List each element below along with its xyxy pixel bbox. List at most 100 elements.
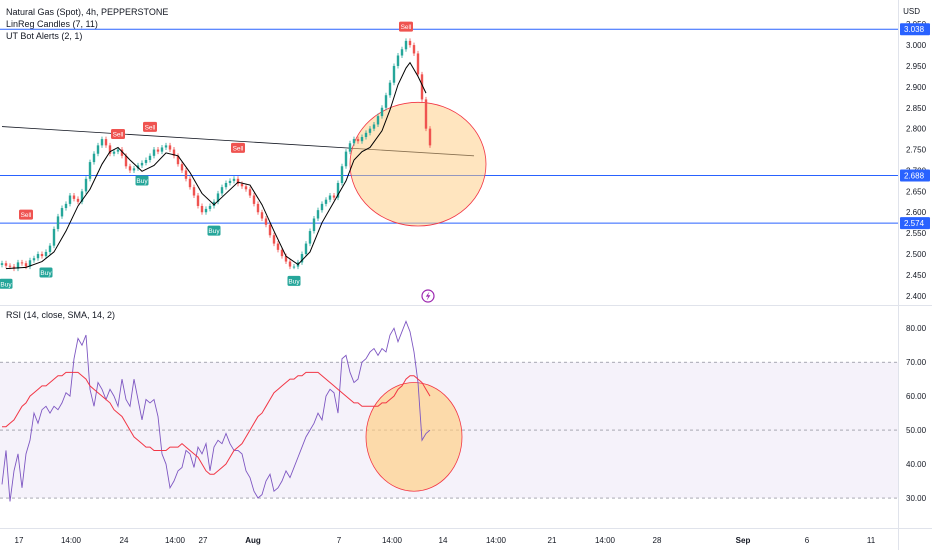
candle-body xyxy=(388,82,392,96)
candle-body xyxy=(336,182,340,198)
candle-body xyxy=(200,205,204,213)
candle-body xyxy=(24,263,28,267)
rsi-tick-label: 50.00 xyxy=(906,426,927,435)
price-tick-label: 2.800 xyxy=(906,125,927,134)
rsi-tick-label: 60.00 xyxy=(906,392,927,401)
candle-body xyxy=(148,155,152,160)
candle-body xyxy=(156,149,160,152)
symbol-title[interactable]: Natural Gas (Spot), 4h, PEPPERSTONE xyxy=(6,7,169,17)
time-axis-label: 21 xyxy=(548,536,557,545)
candle-body xyxy=(68,195,72,204)
price-tick-label: 2.750 xyxy=(906,146,927,155)
time-axis-label: 6 xyxy=(805,536,810,545)
candle-body xyxy=(44,251,48,257)
time-axis-label: 14:00 xyxy=(486,536,507,545)
candle-body xyxy=(280,249,284,257)
rsi-ma-line xyxy=(2,371,431,475)
time-axis-label: Aug xyxy=(245,536,261,545)
candle-body xyxy=(112,151,116,154)
candle-body xyxy=(72,195,76,199)
sell-signal-box xyxy=(231,142,245,153)
sell-signal-box xyxy=(19,209,33,220)
candle-body xyxy=(216,193,220,202)
rsi-tick-label: 30.00 xyxy=(906,494,927,503)
candle-body xyxy=(92,153,96,163)
candle-body xyxy=(76,198,80,202)
candle-body xyxy=(192,187,196,196)
candle-body xyxy=(308,231,312,244)
candle-body xyxy=(412,45,416,54)
candle-body xyxy=(272,235,276,244)
candle-body xyxy=(244,186,248,190)
candle-body xyxy=(36,254,40,259)
alert-lightning-icon[interactable] xyxy=(421,289,435,303)
candle-body xyxy=(64,203,68,209)
candle-body xyxy=(96,145,100,154)
candle-body xyxy=(376,116,380,125)
price-tick-label: 2.900 xyxy=(906,83,927,92)
candle-body xyxy=(368,128,372,133)
buy-signal-label: Buy xyxy=(0,281,12,288)
candle-body xyxy=(276,243,280,250)
highlight-circle-price xyxy=(349,101,487,227)
candle-body xyxy=(172,149,176,156)
time-axis-label: Sep xyxy=(736,536,751,545)
candle-body xyxy=(220,187,224,194)
buy-signal-box xyxy=(135,175,149,186)
price-label-text: 3.038 xyxy=(904,25,925,34)
candle-body xyxy=(168,145,172,150)
price-label-box xyxy=(900,169,930,182)
rsi-tick-label: 70.00 xyxy=(906,358,927,367)
rsi-legend[interactable]: RSI (14, close, SMA, 14, 2) xyxy=(6,310,116,320)
candle-body xyxy=(16,262,20,269)
candle-body xyxy=(332,195,336,198)
candle-body xyxy=(392,65,396,83)
candle-body xyxy=(184,170,188,179)
candle-body xyxy=(128,166,132,171)
candle-body xyxy=(364,132,368,138)
candle-body xyxy=(384,95,388,108)
price-tick-label: 2.650 xyxy=(906,187,927,196)
sell-signal-box xyxy=(143,121,157,132)
buy-signal-label: Buy xyxy=(40,270,52,277)
candle-body xyxy=(232,178,236,181)
buy-signal-box xyxy=(39,267,53,278)
candle-body xyxy=(400,49,404,56)
sell-signal-label: Sell xyxy=(401,24,412,31)
indicator-utbot-label[interactable]: UT Bot Alerts (2, 1) xyxy=(6,31,83,41)
candle-body xyxy=(8,265,12,267)
rsi-tick-label: 80.00 xyxy=(906,324,927,333)
time-axis-label: 11 xyxy=(867,536,876,545)
time-axis-label: 14:00 xyxy=(61,536,82,545)
candle-body xyxy=(396,55,400,66)
candle-body xyxy=(4,263,8,266)
price-tick-label: 3.000 xyxy=(906,41,927,50)
time-axis-label: 14 xyxy=(439,536,448,545)
candle-body xyxy=(144,160,148,163)
rsi-tick-label: 40.00 xyxy=(906,460,927,469)
candle-body xyxy=(408,40,412,46)
candle-body xyxy=(264,218,268,225)
candle-body xyxy=(204,208,208,213)
rsi-pane[interactable] xyxy=(1,320,463,502)
highlight-circle-rsi xyxy=(365,382,463,492)
candle-body xyxy=(164,145,168,148)
candle-body xyxy=(256,203,260,213)
price-pane[interactable]: Buy Sell Buy Sell Sell Buy Sell Buy Buy Sell xyxy=(0,21,898,289)
candle-body xyxy=(328,195,332,200)
sell-signal-label: Sell xyxy=(145,124,156,131)
candle-body xyxy=(132,168,136,171)
candle-body xyxy=(32,258,36,261)
buy-signal-box xyxy=(207,225,221,236)
candle-body xyxy=(80,191,84,202)
price-label-box xyxy=(900,217,930,230)
candle-body xyxy=(424,99,428,129)
buy-signal-box xyxy=(0,278,13,289)
buy-signal-label: Buy xyxy=(136,178,148,185)
candle-body xyxy=(344,151,348,167)
currency-label: USD xyxy=(903,7,920,16)
time-axis-label: 28 xyxy=(653,536,662,545)
indicator-linreg-label[interactable]: LinReg Candles (7, 11) xyxy=(6,19,98,29)
candle-body xyxy=(224,182,228,188)
